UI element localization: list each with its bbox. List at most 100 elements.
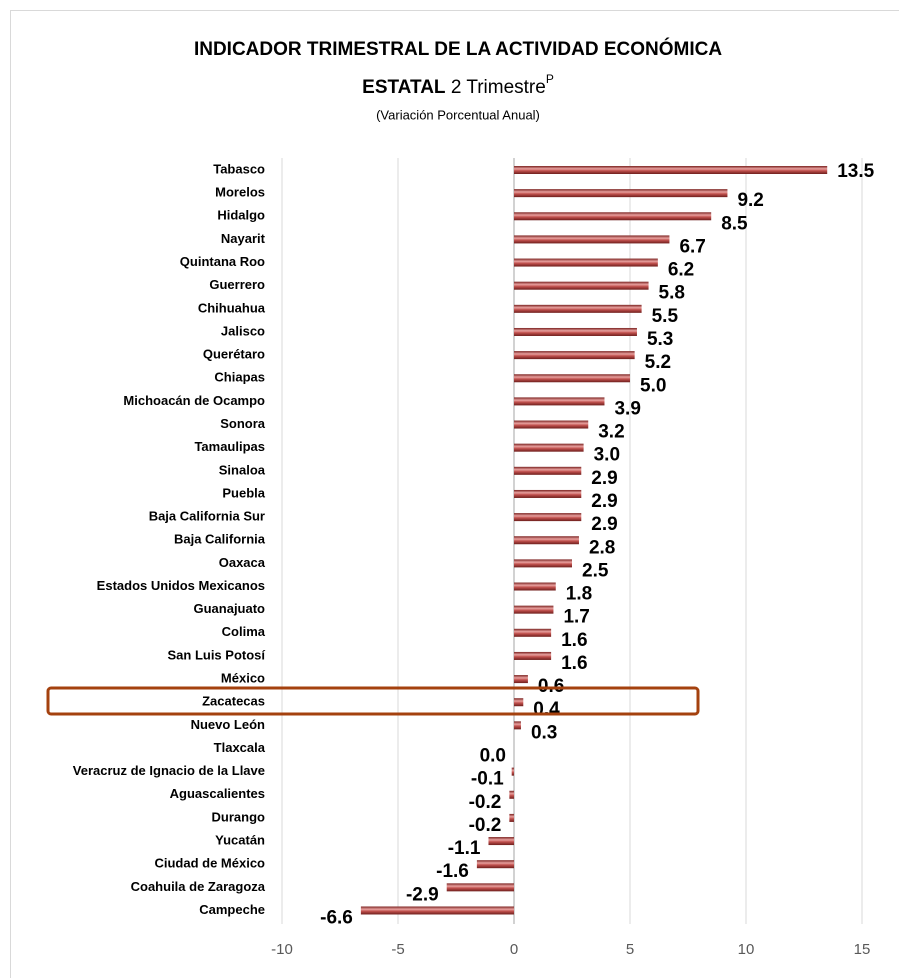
data-label: 2.8 bbox=[589, 537, 615, 558]
bar bbox=[514, 466, 582, 475]
data-label: 2.5 bbox=[582, 560, 609, 581]
y-tick-label: Tabasco bbox=[213, 161, 265, 176]
chart-border bbox=[10, 10, 899, 978]
x-tick-label: -5 bbox=[391, 941, 404, 958]
x-tick-label: 15 bbox=[854, 941, 871, 958]
data-label: 2.9 bbox=[591, 514, 617, 535]
highlight-box bbox=[46, 686, 700, 716]
data-label: 5.8 bbox=[659, 283, 685, 304]
y-tick-label: Yucatán bbox=[215, 832, 265, 847]
data-label: 5.3 bbox=[647, 329, 673, 350]
data-label: -2.9 bbox=[406, 884, 439, 905]
y-tick-label: Nayarit bbox=[221, 231, 266, 246]
bar bbox=[511, 767, 514, 776]
y-tick-label: Oaxaca bbox=[219, 555, 266, 570]
y-tick-label: Baja California Sur bbox=[149, 509, 265, 524]
bar bbox=[446, 883, 514, 892]
data-label: -1.6 bbox=[436, 861, 469, 882]
y-tick-label: Jalisco bbox=[221, 323, 265, 338]
bar bbox=[514, 489, 582, 498]
y-tick-label: Zacatecas bbox=[202, 694, 265, 709]
data-label: 3.9 bbox=[614, 398, 640, 419]
bar bbox=[488, 837, 514, 846]
data-label: 5.5 bbox=[652, 306, 679, 327]
bar bbox=[509, 790, 514, 799]
y-tick-label: Sonora bbox=[220, 416, 266, 431]
data-label: 2.9 bbox=[591, 468, 617, 489]
title-superscript: P bbox=[546, 72, 554, 86]
bar bbox=[514, 582, 556, 591]
y-tick-label: Estados Unidos Mexicanos bbox=[97, 578, 265, 593]
y-tick-label: Sinaloa bbox=[219, 462, 266, 477]
x-tick-label: -10 bbox=[271, 941, 293, 958]
y-tick-label: Baja California bbox=[174, 532, 266, 547]
bar bbox=[514, 559, 572, 568]
data-label: -1.1 bbox=[448, 838, 481, 859]
data-label: 13.5 bbox=[837, 161, 874, 182]
bar bbox=[360, 906, 514, 915]
chart-title-2: ESTATAL 2 TrimestreP bbox=[362, 72, 554, 98]
bar bbox=[514, 513, 582, 522]
y-tick-label: Tamaulipas bbox=[194, 439, 265, 454]
bar bbox=[514, 605, 554, 614]
bar bbox=[514, 327, 637, 336]
chart-subtitle: (Variación Porcentual Anual) bbox=[376, 107, 540, 122]
data-label: 3.2 bbox=[598, 422, 624, 443]
y-tick-label: Morelos bbox=[215, 185, 265, 200]
bar bbox=[514, 443, 584, 452]
data-label: 1.7 bbox=[563, 607, 589, 628]
data-label: 1.6 bbox=[561, 653, 587, 674]
y-tick-label: San Luis Potosí bbox=[167, 647, 265, 662]
y-tick-label: Nuevo León bbox=[191, 717, 265, 732]
data-label: 8.5 bbox=[721, 213, 748, 234]
bar bbox=[514, 258, 658, 267]
y-tick-label: Puebla bbox=[222, 485, 265, 500]
bar bbox=[514, 628, 552, 637]
y-tick-label: México bbox=[221, 671, 265, 686]
bar bbox=[514, 536, 579, 545]
data-label: 6.2 bbox=[668, 260, 694, 281]
bar bbox=[509, 813, 514, 822]
y-tick-label: Quintana Roo bbox=[180, 254, 265, 269]
y-tick-label: Coahuila de Zaragoza bbox=[131, 879, 266, 894]
data-label: 0.3 bbox=[531, 722, 557, 743]
y-tick-label: Guanajuato bbox=[193, 601, 265, 616]
bar bbox=[514, 304, 642, 313]
data-label: -6.6 bbox=[320, 907, 353, 928]
data-label: 5.2 bbox=[645, 352, 671, 373]
bar bbox=[514, 281, 649, 290]
bar bbox=[476, 860, 514, 869]
title-bold: ESTATAL bbox=[362, 77, 446, 98]
bar bbox=[514, 166, 828, 174]
bar bbox=[514, 721, 521, 730]
data-label: 0.4 bbox=[533, 699, 560, 720]
data-label: -0.2 bbox=[469, 792, 502, 813]
bar bbox=[514, 189, 728, 198]
bar bbox=[514, 651, 552, 660]
y-tick-label: Ciudad de México bbox=[154, 856, 265, 871]
bar bbox=[514, 351, 635, 360]
y-tick-label: Veracruz de Ignacio de la Llave bbox=[73, 763, 265, 778]
chart-title: INDICADOR TRIMESTRAL DE LA ACTIVIDAD ECO… bbox=[194, 38, 722, 60]
y-tick-label: Guerrero bbox=[209, 277, 265, 292]
y-tick-label: Michoacán de Ocampo bbox=[123, 393, 265, 408]
y-tick-label: Chiapas bbox=[214, 370, 265, 385]
y-tick-label: Hidalgo bbox=[217, 208, 265, 223]
y-tick-label: Tlaxcala bbox=[214, 740, 266, 755]
bar bbox=[514, 675, 528, 684]
data-label: 2.9 bbox=[591, 491, 617, 512]
x-tick-label: 0 bbox=[510, 941, 518, 958]
bar bbox=[514, 420, 589, 429]
bar bbox=[514, 374, 630, 383]
y-tick-label: Campeche bbox=[199, 902, 265, 917]
data-label: 9.2 bbox=[737, 190, 763, 211]
data-label: -0.2 bbox=[469, 815, 502, 836]
data-label: 0.0 bbox=[480, 746, 506, 767]
y-tick-label: Querétaro bbox=[203, 347, 265, 362]
marks: 13.5 9.28.5 6.7 6.25.85.55.35.25.03.9 3.23.0… bbox=[320, 161, 874, 928]
data-label: 5.0 bbox=[640, 375, 666, 396]
bar bbox=[514, 397, 605, 406]
x-tick-label: 5 bbox=[626, 941, 634, 958]
bar bbox=[514, 212, 712, 221]
data-label: 1.8 bbox=[566, 584, 592, 605]
